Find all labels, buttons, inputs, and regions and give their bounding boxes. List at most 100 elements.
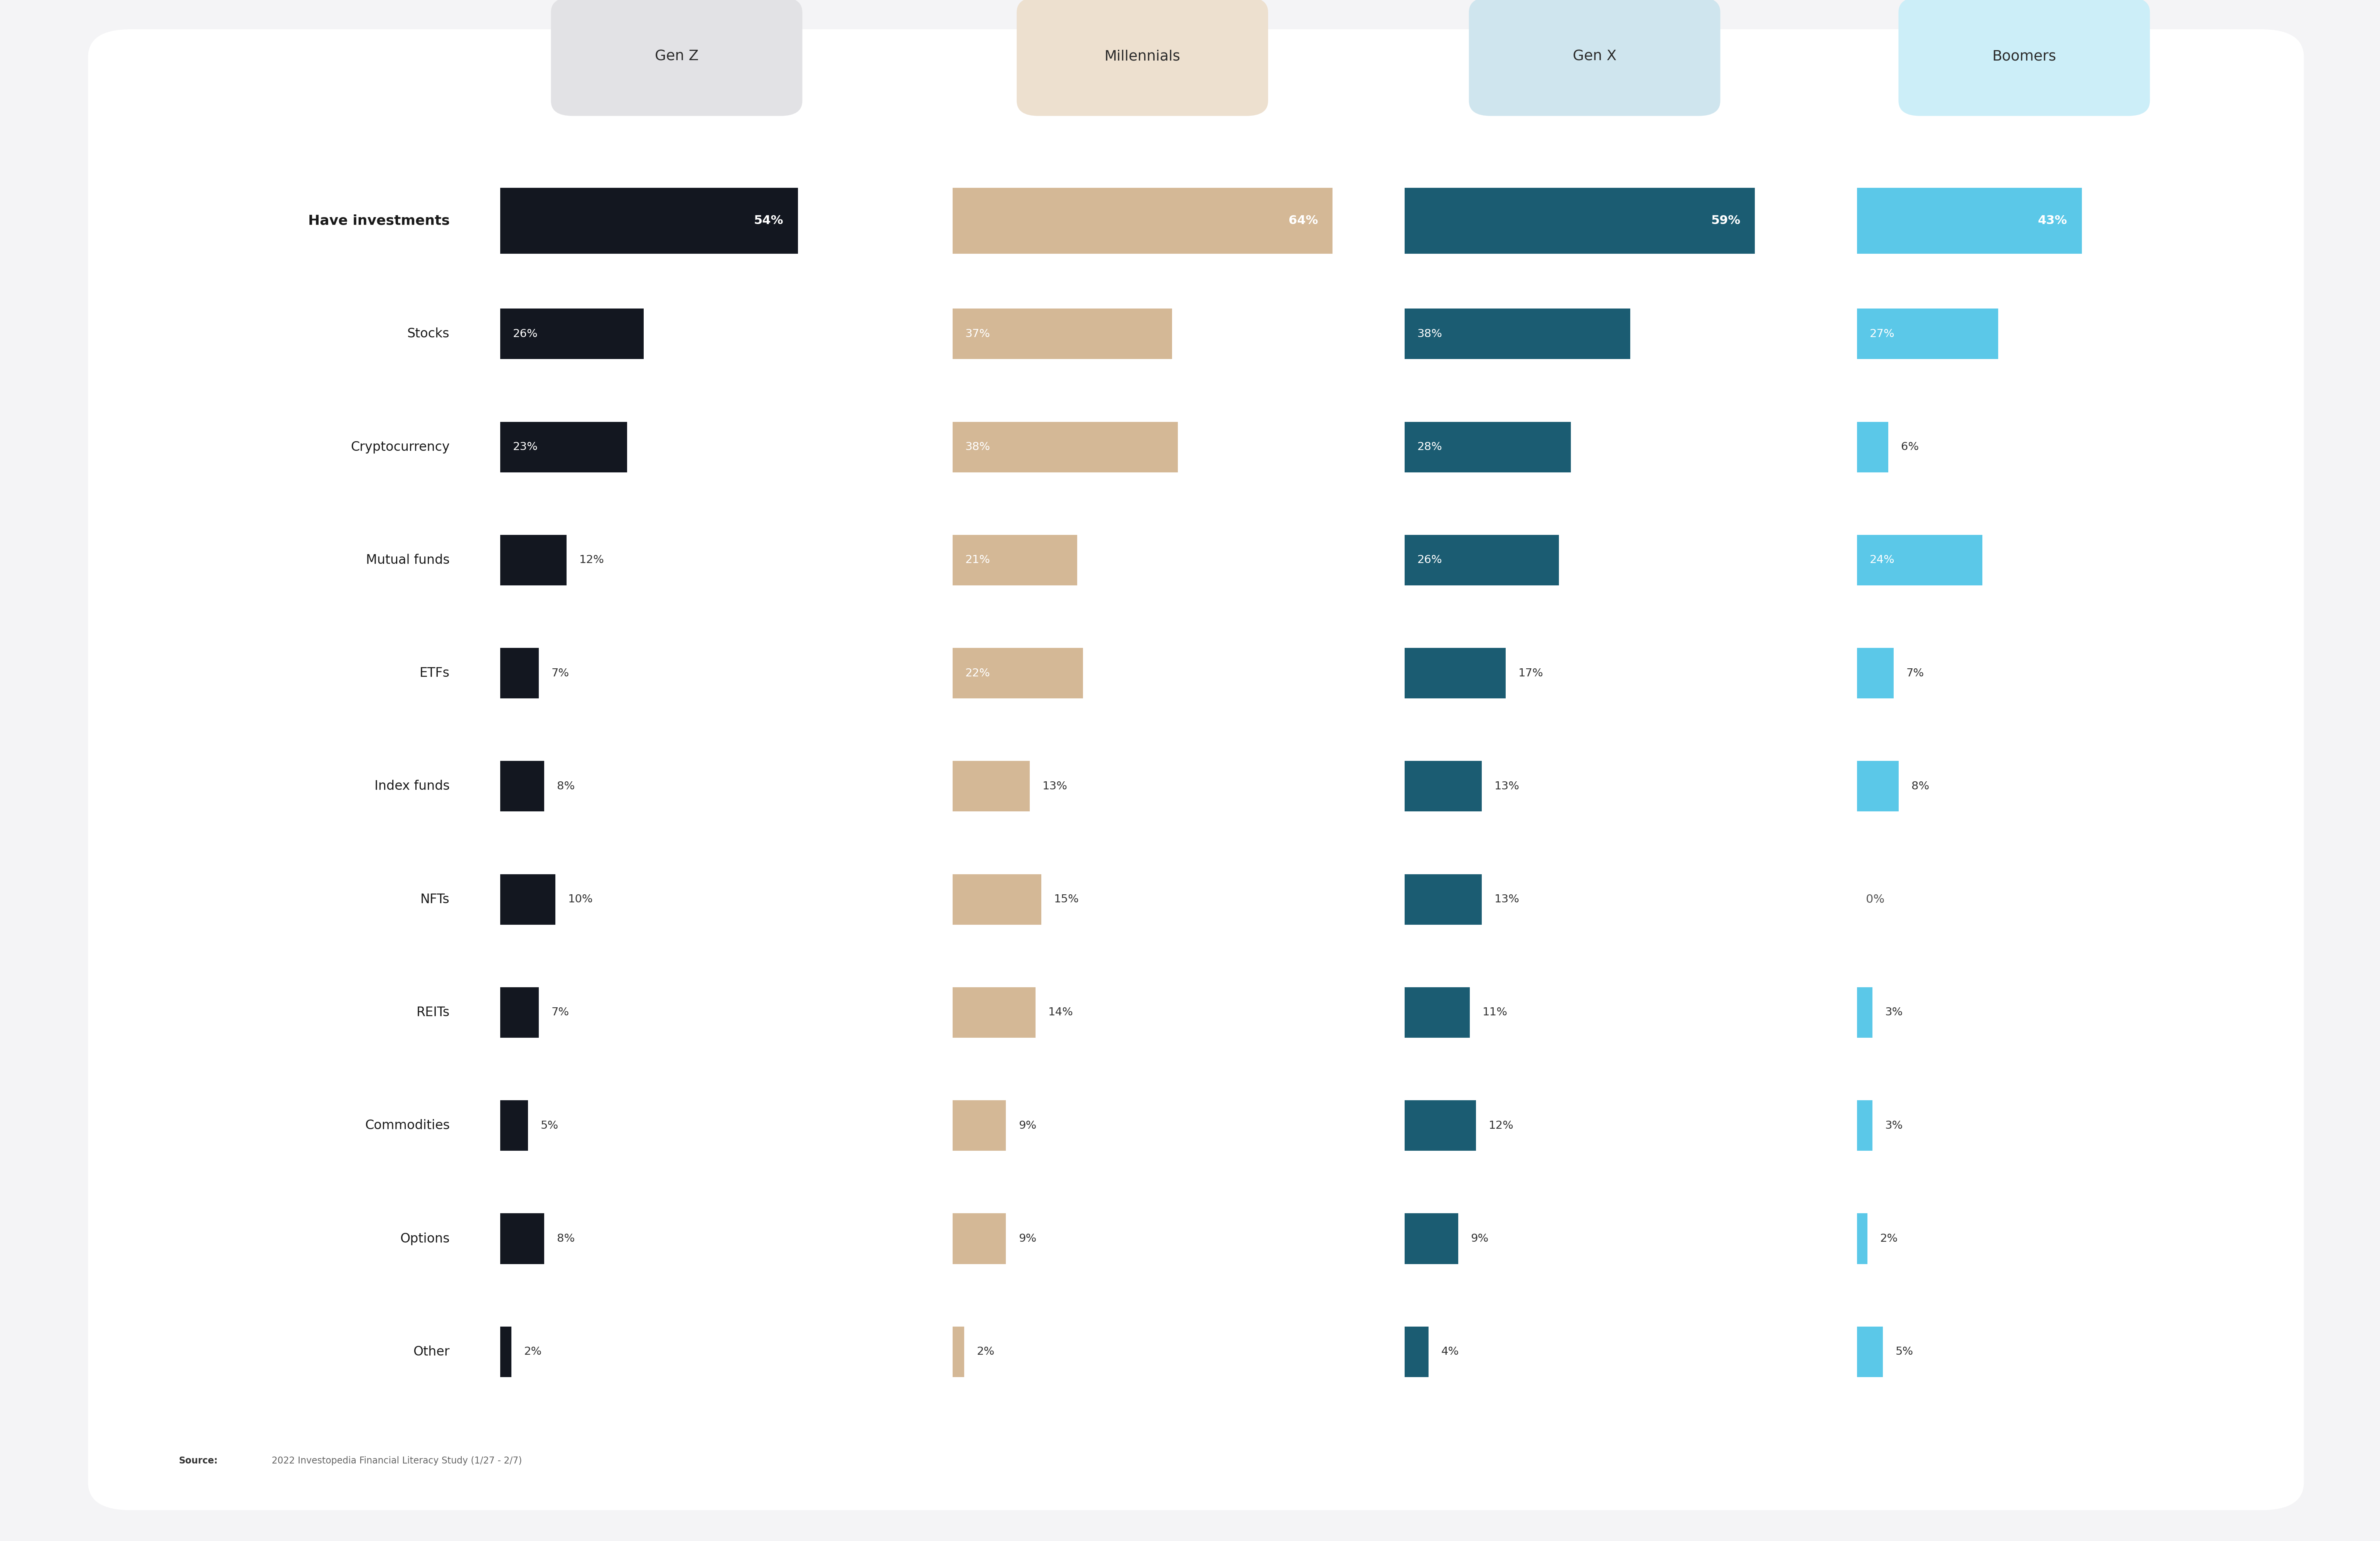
Text: 28%: 28% <box>1418 442 1442 453</box>
Bar <box>1856 188 2082 254</box>
FancyBboxPatch shape <box>1016 0 1269 116</box>
Text: Millennials: Millennials <box>1104 49 1180 63</box>
Text: 2%: 2% <box>524 1347 543 1358</box>
Text: 5%: 5% <box>540 1120 559 1131</box>
Bar <box>952 188 1333 254</box>
Text: Commodities: Commodities <box>364 1119 450 1133</box>
Text: 9%: 9% <box>1019 1120 1035 1131</box>
Text: 14%: 14% <box>1047 1008 1073 1019</box>
Text: Gen Z: Gen Z <box>654 49 697 63</box>
Text: 24%: 24% <box>1871 555 1894 566</box>
Bar <box>1856 1327 1883 1378</box>
Text: 23%: 23% <box>514 442 538 453</box>
Bar <box>1404 761 1483 812</box>
Text: 5%: 5% <box>1897 1347 1914 1358</box>
Bar <box>1856 761 1899 812</box>
Text: Other: Other <box>414 1345 450 1358</box>
Text: 54%: 54% <box>754 214 783 227</box>
FancyBboxPatch shape <box>550 0 802 116</box>
Text: 2%: 2% <box>1880 1233 1897 1244</box>
Bar <box>1404 988 1471 1037</box>
Text: 26%: 26% <box>1418 555 1442 566</box>
Text: 27%: 27% <box>1871 328 1894 339</box>
Bar <box>952 1327 964 1378</box>
Bar <box>500 535 566 586</box>
Text: 43%: 43% <box>2037 214 2068 227</box>
Text: 7%: 7% <box>552 1008 569 1019</box>
Bar <box>500 422 626 472</box>
Bar <box>952 535 1078 586</box>
Text: 3%: 3% <box>1885 1008 1904 1019</box>
Text: 3%: 3% <box>1885 1120 1904 1131</box>
Text: 21%: 21% <box>966 555 990 566</box>
Bar <box>500 647 538 698</box>
Bar <box>500 188 797 254</box>
Bar <box>500 761 545 812</box>
Text: Mutual funds: Mutual funds <box>367 553 450 567</box>
Text: 9%: 9% <box>1471 1233 1488 1244</box>
Text: 11%: 11% <box>1483 1008 1507 1019</box>
Bar <box>500 1100 528 1151</box>
Text: Gen X: Gen X <box>1573 49 1616 63</box>
Bar <box>1404 308 1630 359</box>
Text: 2022 Investopedia Financial Literacy Study (1/27 - 2/7): 2022 Investopedia Financial Literacy Stu… <box>269 1456 521 1465</box>
Text: 8%: 8% <box>1911 781 1930 792</box>
Text: 64%: 64% <box>1288 214 1319 227</box>
Text: 13%: 13% <box>1495 781 1518 792</box>
Text: 12%: 12% <box>578 555 605 566</box>
Bar <box>952 1100 1007 1151</box>
Text: 2%: 2% <box>978 1347 995 1358</box>
Bar <box>500 1327 512 1378</box>
Text: 4%: 4% <box>1440 1347 1459 1358</box>
Text: Options: Options <box>400 1233 450 1245</box>
Text: ETFs: ETFs <box>419 667 450 680</box>
FancyBboxPatch shape <box>88 29 2304 1510</box>
Text: Cryptocurrency: Cryptocurrency <box>350 441 450 453</box>
Bar <box>1856 308 1999 359</box>
Text: 26%: 26% <box>514 328 538 339</box>
Bar <box>952 761 1031 812</box>
Bar <box>1856 1100 1873 1151</box>
Text: Stocks: Stocks <box>407 328 450 341</box>
Text: 59%: 59% <box>1711 214 1740 227</box>
Bar <box>500 308 643 359</box>
Bar <box>500 1213 545 1264</box>
Text: 37%: 37% <box>966 328 990 339</box>
FancyBboxPatch shape <box>1468 0 1721 116</box>
Bar <box>1404 1100 1476 1151</box>
Bar <box>1856 988 1873 1037</box>
Text: 15%: 15% <box>1054 894 1078 905</box>
Text: REITs: REITs <box>416 1006 450 1019</box>
Text: 38%: 38% <box>966 442 990 453</box>
Bar <box>1856 1213 1868 1264</box>
Text: Index funds: Index funds <box>374 780 450 792</box>
Text: 13%: 13% <box>1495 894 1518 905</box>
Bar <box>1404 1327 1428 1378</box>
Bar <box>1404 188 1754 254</box>
Text: 0%: 0% <box>1866 894 1885 905</box>
Text: 6%: 6% <box>1902 442 1918 453</box>
Bar <box>952 874 1042 925</box>
Bar <box>1856 422 1887 472</box>
Bar <box>952 647 1083 698</box>
Bar <box>952 422 1178 472</box>
Bar <box>952 988 1035 1037</box>
Bar <box>500 874 555 925</box>
Text: 12%: 12% <box>1488 1120 1514 1131</box>
Text: 9%: 9% <box>1019 1233 1035 1244</box>
Bar <box>952 1213 1007 1264</box>
Text: Boomers: Boomers <box>1992 49 2056 63</box>
Text: 38%: 38% <box>1418 328 1442 339</box>
Bar <box>500 988 538 1037</box>
Text: 7%: 7% <box>552 667 569 678</box>
Bar <box>952 308 1171 359</box>
Text: 7%: 7% <box>1906 667 1923 678</box>
Bar <box>1404 422 1571 472</box>
Text: Source:: Source: <box>178 1456 217 1465</box>
Text: 10%: 10% <box>569 894 593 905</box>
Text: 22%: 22% <box>966 667 990 678</box>
Bar <box>1404 1213 1459 1264</box>
Bar <box>1856 647 1894 698</box>
Bar <box>1404 874 1483 925</box>
FancyBboxPatch shape <box>1899 0 2149 116</box>
